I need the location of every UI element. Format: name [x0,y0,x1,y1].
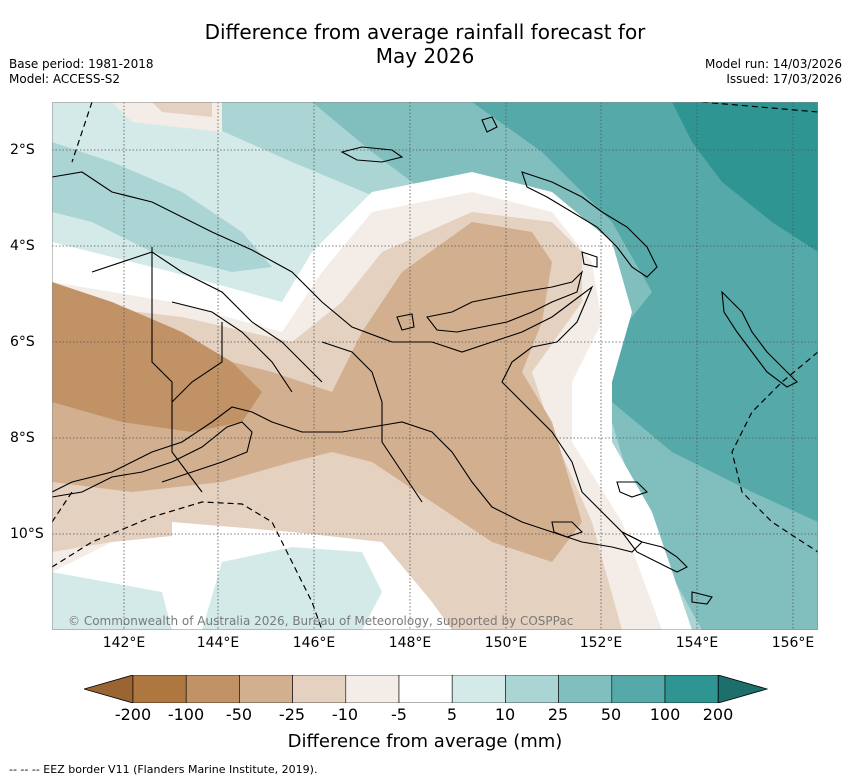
rainfall-map [52,102,818,630]
model-run: Model run: 14/03/2026 [704,57,842,71]
colorbar-segment-8 [558,675,613,703]
map-title: Difference from average rainfall forecas… [0,20,850,68]
y-tick-6s: 6°S [10,334,35,350]
y-tick-8s: 8°S [10,430,35,446]
colorbar [84,675,768,703]
south-coast [52,421,253,498]
meta-right: Model run: 14/03/2026 Issued: 17/03/2026 [705,57,842,87]
island-6 [691,591,713,605]
y-tick-10s: 10°S [10,526,44,542]
band-minus-50-100 [52,282,262,432]
graticule [52,102,818,630]
colorbar-title: Difference from average (mm) [287,731,563,752]
y-tick-2s: 2°S [10,142,35,158]
colorbar-segment-4 [345,675,400,703]
band-50-100 [472,102,818,522]
x-tick-152e: 152°E [579,635,623,651]
new-britain [426,270,584,333]
x-tick-144e: 144°E [196,635,240,651]
title-line-2: May 2026 [375,44,475,68]
colorbar-label-5: 5 [446,705,458,724]
colorbar-segment-2 [239,675,293,703]
internal-border-3 [321,341,423,503]
colorbar-label-25: 25 [547,705,569,724]
colorbar-segment-3 [292,675,347,703]
colorbar-label-200: 200 [702,705,734,724]
base-period: Base period: 1981-2018 [9,57,154,71]
colorbar-label-50: 50 [600,705,622,724]
colorbar-label-minus-5: -5 [391,705,407,724]
colorbar-segment-7 [505,675,559,703]
title-line-1: Difference from average rainfall forecas… [204,20,646,44]
east-tip-islands [621,531,688,573]
colorbar-label-100: 100 [649,705,681,724]
colorbar-segment-5 [398,675,453,703]
island-5 [581,251,598,268]
colorbar-label-minus-10: -10 [331,705,359,724]
internal-border-2 [171,301,293,393]
island-3 [481,116,498,133]
band-5-10-south [202,547,382,630]
bougainville [721,290,798,388]
colorbar-arrow-low [84,675,134,703]
x-tick-142e: 142°E [102,635,146,651]
x-tick-146e: 146°E [292,635,336,651]
x-tick-154e: 154°E [675,635,719,651]
colorbar-segment-9 [611,675,666,703]
colorbar-label-minus-100: -100 [167,705,205,724]
x-tick-156e: 156°E [771,635,815,651]
png-border [151,247,203,493]
eez-footnote: -- -- -- EEZ border V11 (Flanders Marine… [9,763,318,776]
colorbar-arrow-high [717,675,768,703]
colorbar-label-minus-25: -25 [278,705,306,724]
internal-border-1 [91,251,323,383]
x-tick-150e: 150°E [484,635,528,651]
colorbar-segment-6 [451,675,506,703]
island-4 [396,313,415,331]
issued-date: Issued: 17/03/2026 [726,72,842,86]
eez-borders [52,102,818,630]
colorbar-label-minus-50: -50 [225,705,253,724]
island-1 [616,481,649,498]
x-tick-148e: 148°E [388,635,432,651]
model-name: Model: ACCESS-S2 [9,72,121,86]
new-guinea-coast [52,171,643,553]
y-tick-4s: 4°S [10,238,35,254]
band-100-200 [672,102,818,252]
colorbar-segment-0 [132,675,187,703]
meta-left: Base period: 1981-2018 Model: ACCESS-S2 [9,57,154,87]
island-2 [551,521,584,538]
colorbar-segment-10 [664,675,719,703]
new-ireland [521,171,658,278]
band-minus-10-25-top [152,102,212,117]
colorbar-segment-1 [185,675,240,703]
internal-border-4 [171,322,223,403]
colorbar-label-10: 10 [494,705,516,724]
band-minus-25-50 [52,222,582,562]
copyright-notice: © Commonwealth of Australia 2026, Bureau… [68,614,574,628]
coastlines [52,116,798,605]
colorbar-label-minus-200: -200 [114,705,152,724]
manus-island [340,146,404,163]
